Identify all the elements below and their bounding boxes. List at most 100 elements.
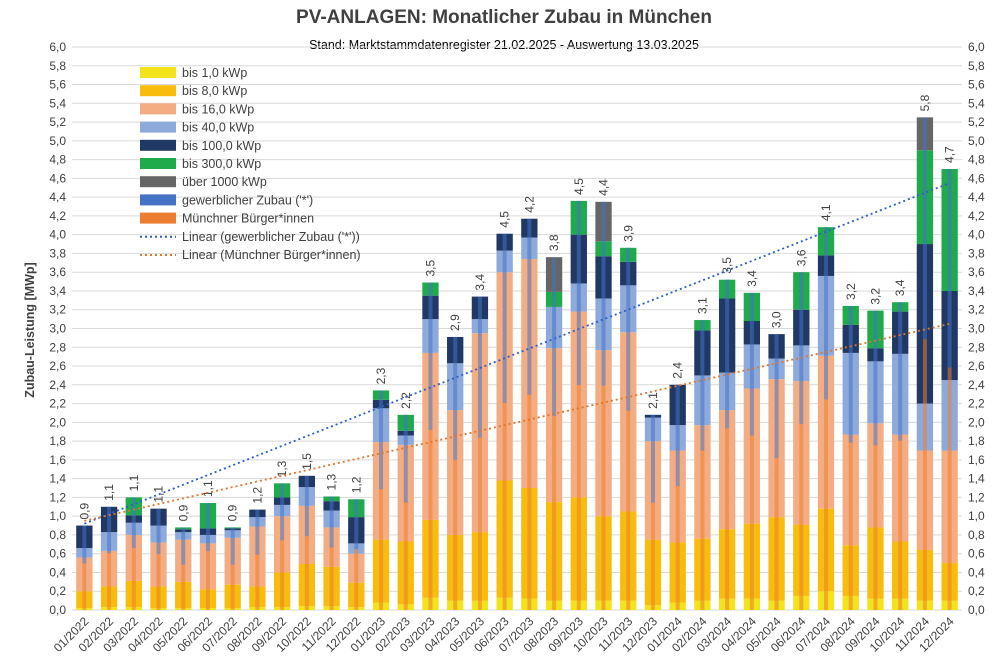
y-axis-right-ticks: 0,0 0,2 0,4 0,6 0,8 1,0 1,2 1,4 1,6 1,8 2,0 2,2 2,4 2… <box>968 40 985 617</box>
total-label: 3,5 <box>423 260 437 277</box>
y-tick-label-left: 4,8 <box>49 153 66 167</box>
bar-series <box>76 117 958 610</box>
total-label: 3,4 <box>473 274 487 291</box>
total-label: 0,9 <box>77 503 91 520</box>
y-axis-label: Zubau-Leistung [MWp] <box>23 262 37 397</box>
legend-label: Linear (gewerblicher Zubau ('*')) <box>182 230 360 244</box>
y-tick-label-left: 0,4 <box>49 565 66 579</box>
y-tick-label-left: 4,0 <box>49 228 66 242</box>
overlay-bar-buerger <box>675 486 680 610</box>
y-tick-label-left: 1,4 <box>49 472 66 486</box>
overlay-bar-gewerblich <box>700 320 705 451</box>
overlay-bar-gewerblich <box>453 336 458 460</box>
y-tick-label-left: 5,8 <box>49 59 66 73</box>
overlay-bar-buerger <box>749 435 754 610</box>
overlay-bar-gewerblich <box>82 525 87 564</box>
overlay-bar-buerger <box>552 415 557 610</box>
overlay-bar-gewerblich <box>898 302 903 441</box>
total-label: 3,8 <box>547 234 561 251</box>
overlay-bar-gewerblich <box>675 384 680 487</box>
legend-swatch <box>140 85 176 97</box>
chart-subtitle: Stand: Marktstammdatenregister 21.02.202… <box>309 38 699 52</box>
x-axis-ticks: 01/202202/202203/202204/202205/202206/20… <box>51 614 957 655</box>
overlay-bar-gewerblich <box>947 168 952 368</box>
y-tick-label-left: 1,8 <box>49 434 66 448</box>
overlay-bar-gewerblich <box>552 257 557 416</box>
y-tick-label-right: 1,8 <box>968 434 985 448</box>
total-label: 4,4 <box>597 179 611 196</box>
overlay-bar-gewerblich <box>749 292 754 436</box>
total-label: 1,1 <box>102 484 116 501</box>
total-label: 0,9 <box>176 504 190 521</box>
y-tick-label-left: 4,4 <box>49 190 66 204</box>
y-tick-label-left: 3,6 <box>49 265 66 279</box>
y-tick-label-left: 2,2 <box>49 397 66 411</box>
y-tick-label-right: 3,0 <box>968 322 985 336</box>
y-tick-label-right: 2,4 <box>968 378 985 392</box>
y-tick-label-left: 2,4 <box>49 378 66 392</box>
overlay-bar-buerger <box>527 394 532 610</box>
y-tick-label-right: 3,2 <box>968 303 985 317</box>
total-label: 1,5 <box>300 453 314 470</box>
total-label: 3,4 <box>893 279 907 296</box>
total-label: 4,1 <box>819 204 833 221</box>
y-tick-label-right: 5,8 <box>968 59 985 73</box>
overlay-bar-buerger <box>329 547 334 610</box>
y-tick-label-right: 0,0 <box>968 603 985 617</box>
legend-swatch <box>140 176 176 188</box>
overlay-bar-gewerblich <box>230 527 235 565</box>
legend-label: gewerblicher Zubau ('*') <box>182 193 313 207</box>
legend-label: Linear (Münchner Bürger*innen) <box>182 248 361 262</box>
y-tick-label-right: 0,4 <box>968 565 985 579</box>
overlay-bar-gewerblich <box>205 503 210 552</box>
y-tick-label-left: 2,6 <box>49 359 66 373</box>
y-tick-label-right: 1,6 <box>968 453 985 467</box>
overlay-bar-buerger <box>304 536 309 610</box>
overlay-bar-gewerblich <box>502 233 507 404</box>
overlay-bar-buerger <box>181 564 186 610</box>
overlay-bar-buerger <box>650 502 655 610</box>
total-label: 3,4 <box>745 270 759 287</box>
overlay-bar-gewerblich <box>848 305 853 443</box>
y-tick-label-right: 4,8 <box>968 153 985 167</box>
legend-swatch <box>140 158 176 169</box>
y-tick-label-left: 2,0 <box>49 415 66 429</box>
y-tick-label-left: 3,2 <box>49 303 66 317</box>
overlay-bar-gewerblich <box>329 496 334 548</box>
overlay-bar-gewerblich <box>824 227 829 400</box>
y-tick-label-left: 4,2 <box>49 209 66 223</box>
y-tick-label-right: 1,4 <box>968 472 985 486</box>
overlay-bar-buerger <box>82 563 87 610</box>
y-tick-label-left: 5,6 <box>49 78 66 92</box>
y-tick-label-right: 2,2 <box>968 397 985 411</box>
total-label: 4,7 <box>943 146 957 163</box>
y-tick-label-right: 5,2 <box>968 115 985 129</box>
total-label: 4,5 <box>498 211 512 228</box>
y-tick-label-right: 2,0 <box>968 415 985 429</box>
overlay-bar-buerger <box>354 549 359 610</box>
overlay-bar-buerger <box>576 384 581 610</box>
overlay-bar-gewerblich <box>601 201 606 386</box>
y-tick-label-right: 2,8 <box>968 340 985 354</box>
overlay-bar-gewerblich <box>280 483 285 541</box>
legend-swatch <box>140 67 176 78</box>
legend-label: bis 1,0 kWp <box>182 66 247 80</box>
y-tick-label-right: 5,4 <box>968 96 985 110</box>
legend-label: bis 8,0 kWp <box>182 84 247 98</box>
legend-swatch <box>140 103 176 115</box>
total-label: 2,9 <box>448 314 462 331</box>
overlay-bar-gewerblich <box>799 272 804 425</box>
overlay-bar-buerger <box>453 459 458 610</box>
y-tick-label-right: 4,6 <box>968 171 985 185</box>
y-tick-label-left: 3,0 <box>49 322 66 336</box>
total-label: 3,9 <box>621 225 635 242</box>
legend-label: bis 16,0 kWp <box>182 102 254 116</box>
y-tick-label-left: 1,0 <box>49 509 66 523</box>
legend-label: bis 300,0 kWp <box>182 157 261 171</box>
overlay-bar-gewerblich <box>379 390 384 490</box>
legend-swatch <box>140 194 176 206</box>
y-tick-label-right: 4,0 <box>968 228 985 242</box>
total-label: 5,8 <box>918 94 932 111</box>
overlay-bar-buerger <box>799 424 804 610</box>
